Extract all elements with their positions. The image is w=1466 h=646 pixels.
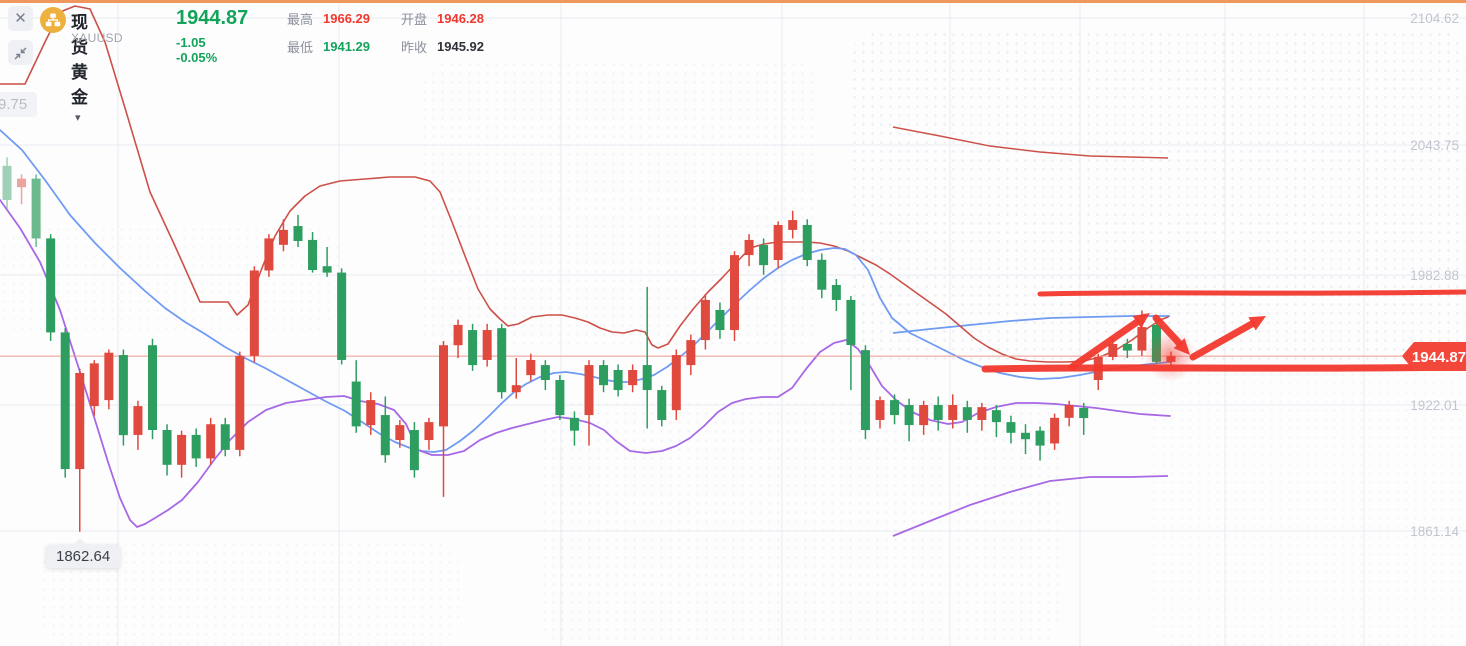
instrument-symbol: XAUUSD bbox=[71, 31, 123, 45]
low-price-tooltip: 1862.64 bbox=[46, 538, 121, 568]
stat-label-prev-close: 昨收 bbox=[401, 40, 428, 55]
close-button[interactable]: ✕ bbox=[8, 6, 33, 31]
stat-value-low: 1941.29 bbox=[323, 39, 370, 54]
stat-label-low: 最低 bbox=[287, 40, 314, 55]
stat-value-high: 1966.29 bbox=[323, 11, 370, 26]
y-axis-label: 2104.62 bbox=[1410, 11, 1459, 26]
collapse-button[interactable] bbox=[8, 40, 33, 65]
y-axis-labels: 2104.62 2043.75 1982.88 1922.01 1861.14 bbox=[1410, 11, 1459, 539]
y-axis-label: 1982.88 bbox=[1410, 268, 1459, 283]
map-dots-texture bbox=[1150, 370, 1466, 646]
current-price-badge: 1944.87 bbox=[1402, 342, 1466, 371]
bollinger-bands bbox=[0, 5, 1171, 528]
stat-value-prev-close: 1945.92 bbox=[437, 39, 484, 54]
instrument-logo-icon bbox=[40, 7, 66, 33]
clipped-price-label: 9.75 bbox=[0, 92, 38, 117]
stat-label-high: 最高 bbox=[287, 12, 314, 27]
map-dots-texture bbox=[540, 400, 1060, 646]
drawn-annotations bbox=[981, 289, 1466, 382]
price-change: -1.05 bbox=[176, 35, 206, 50]
current-price-badge-text: 1944.87 bbox=[1412, 349, 1466, 366]
daily-stats: 最高 1966.29 开盘 1946.28 最低 1941.29 昨收 1945… bbox=[287, 9, 513, 56]
y-axis-label: 1861.14 bbox=[1410, 524, 1459, 539]
price-change-percent: -0.05% bbox=[176, 50, 218, 65]
close-icon: ✕ bbox=[14, 10, 27, 27]
candles bbox=[2, 157, 1176, 532]
map-dots-texture bbox=[420, 60, 820, 350]
window-accent-strip bbox=[0, 0, 1466, 3]
stat-label-open: 开盘 bbox=[401, 12, 428, 27]
last-price: 1944.87 bbox=[176, 7, 249, 29]
price-change-row: -1.05 -0.05% bbox=[176, 35, 227, 65]
collapse-icon bbox=[14, 44, 27, 60]
chevron-down-icon[interactable]: ▾ bbox=[75, 112, 81, 124]
secondary-indicator-lines bbox=[892, 126, 1170, 537]
stat-value-open: 1946.28 bbox=[437, 11, 484, 26]
map-dots-texture bbox=[850, 30, 1466, 360]
y-axis-label: 2043.75 bbox=[1410, 138, 1459, 153]
instrument-name[interactable]: 现货黄金 bbox=[71, 13, 88, 107]
y-axis-label: 1922.01 bbox=[1410, 398, 1459, 413]
